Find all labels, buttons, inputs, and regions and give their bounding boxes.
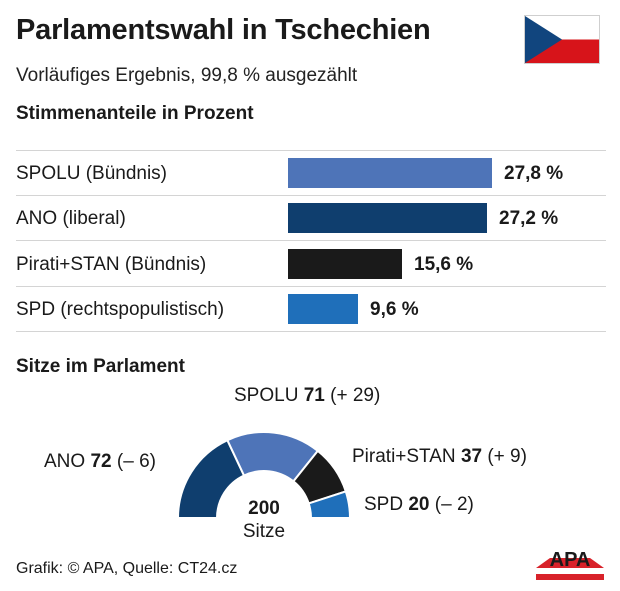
seat-change-ano: (– 6)	[116, 451, 156, 472]
seat-label-spolu: SPOLU 71 (+ 29)	[234, 385, 380, 407]
seat-change-spd: (– 2)	[434, 494, 474, 515]
apa-logo: APA	[536, 549, 604, 580]
bar-label-spd: SPD (rechtspopulistisch)	[16, 299, 225, 320]
seat-count-ano: 72	[90, 451, 112, 472]
seats-section-title: Sitze im Parlament	[16, 356, 185, 377]
seat-party-ano: ANO	[44, 451, 86, 472]
seat-count-spolu: 71	[303, 385, 325, 406]
seat-change-spolu: (+ 29)	[330, 385, 381, 406]
seat-label-ano: ANO 72 (– 6)	[44, 451, 156, 473]
apa-logo-underline	[536, 574, 604, 580]
seat-party-pirati: Pirati+STAN	[352, 446, 456, 467]
czech-flag-icon	[524, 15, 600, 64]
apa-logo-text: APA	[550, 549, 591, 571]
seat-arc-spd	[307, 490, 352, 519]
chart-subtitle: Vorläufiges Ergebnis, 99,8 % ausgezählt	[16, 65, 358, 86]
row-divider	[16, 286, 606, 287]
apa-logo-mark	[536, 558, 604, 568]
row-divider	[16, 240, 606, 241]
bar-value-ano: 27,2 %	[499, 208, 559, 229]
bar-value-pirati: 15,6 %	[414, 254, 474, 275]
seat-count-spd: 20	[408, 494, 430, 515]
row-divider	[16, 331, 606, 332]
bar-spd	[288, 294, 358, 324]
bar-label-ano: ANO (liberal)	[16, 208, 126, 229]
seat-party-spolu: SPOLU	[234, 385, 299, 406]
seat-label-spd: SPD 20 (– 2)	[364, 494, 474, 516]
bar-spolu	[288, 158, 492, 188]
bar-label-pirati: Pirati+STAN (Bündnis)	[16, 254, 207, 275]
total-seats-number: 200	[248, 498, 280, 519]
flag-blue-triangle	[525, 16, 562, 63]
bar-pirati	[288, 249, 402, 279]
row-divider	[16, 195, 606, 196]
seat-arc-spolu	[226, 431, 320, 483]
bar-value-spolu: 27,8 %	[504, 163, 564, 184]
bar-ano	[288, 203, 487, 233]
chart-title: Parlamentswahl in Tschechien	[16, 14, 431, 46]
seat-label-pirati: Pirati+STAN 37 (+ 9)	[352, 446, 527, 468]
seat-count-pirati: 37	[460, 446, 483, 467]
bar-value-spd: 9,6 %	[370, 299, 419, 320]
total-seats-label: Sitze	[242, 521, 286, 542]
source-footer: Grafik: © APA, Quelle: CT24.cz	[16, 560, 238, 577]
seat-arc-pirati	[291, 449, 348, 505]
seat-change-pirati: (+ 9)	[487, 446, 527, 467]
bar-label-spolu: SPOLU (Bündnis)	[16, 163, 168, 184]
row-divider	[16, 150, 606, 151]
seat-party-spd: SPD	[364, 494, 404, 515]
votes-section-title: Stimmenanteile in Prozent	[16, 103, 254, 124]
